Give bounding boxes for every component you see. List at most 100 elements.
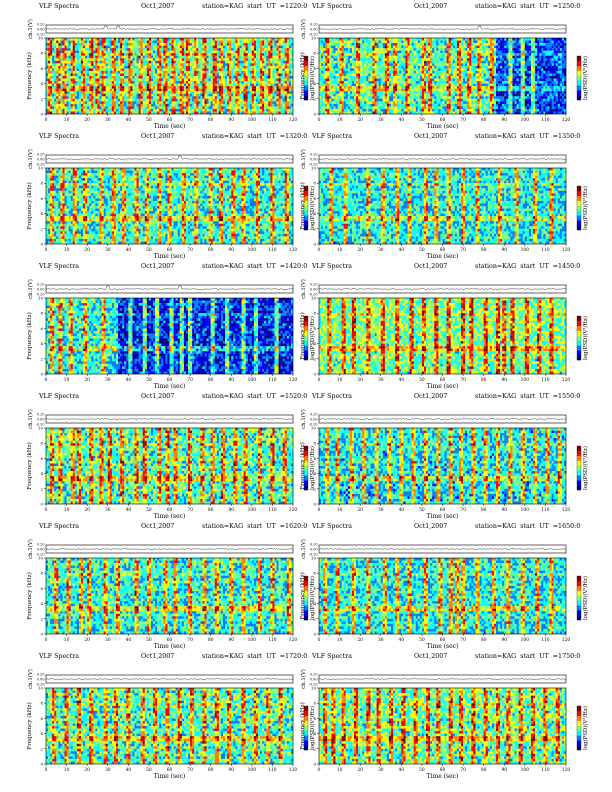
time-tick-label: 50 <box>419 118 425 123</box>
spectrogram-heatmap: 0 2 4 6 8 10 Frequency (kHz) 0 10 20 30 40 50 60 70 80 9… <box>299 686 570 781</box>
freq-tick-label: 4 <box>40 341 43 346</box>
time-tick-label: 40 <box>399 248 405 253</box>
freq-tick-label: 6 <box>313 586 316 591</box>
time-tick-label: 80 <box>481 638 487 643</box>
time-tick-label: 70 <box>187 378 193 383</box>
time-tick-label: 110 <box>268 378 277 383</box>
freq-tick-label: 6 <box>40 66 43 71</box>
time-tick-label: 50 <box>146 508 152 513</box>
spectrogram-heatmap: 0 2 4 6 8 10 Frequency (kHz) 0 10 20 30 40 50 60 70 80 9… <box>26 166 297 261</box>
ch1-trace <box>45 418 294 420</box>
time-tick-label: 50 <box>419 638 425 643</box>
freq-tick-label: 0 <box>40 502 43 507</box>
ch1-tick-label: 0.00 <box>310 158 318 162</box>
panel-station-start: station=KAG start UT =1520:0 <box>202 392 307 401</box>
time-axis-label: Time (sec) <box>154 253 186 260</box>
panel-title: VLF Spectra <box>39 2 79 11</box>
freq-tick-label: 4 <box>40 211 43 216</box>
time-tick-label: 0 <box>45 378 48 383</box>
frequency-axis-label: Frequency (kHz) <box>299 52 306 100</box>
ch1-axis-label: ch.1(V) <box>300 539 307 559</box>
freq-tick-label: 0 <box>313 372 316 377</box>
time-tick-label: 90 <box>228 638 234 643</box>
time-tick-label: 40 <box>399 118 405 123</box>
ch1-tick-label: -0.20 <box>36 683 45 687</box>
time-tick-label: 80 <box>208 248 214 253</box>
time-tick-label: 110 <box>268 248 277 253</box>
panel-date: Oct1,2007 <box>141 652 174 661</box>
ch1-axis-label: ch.1(V) <box>300 19 307 39</box>
panel-station-start: station=KAG start UT =1420:0 <box>202 262 307 271</box>
panel-title: VLF Spectra <box>39 262 79 271</box>
time-tick-label: 40 <box>126 378 132 383</box>
time-tick-label: 40 <box>126 248 132 253</box>
time-tick-label: 100 <box>248 638 257 643</box>
ch1-axis-label: ch.1(V) <box>27 539 34 559</box>
time-tick-label: 60 <box>167 118 173 123</box>
ch1-tick-label: 0.00 <box>310 418 318 422</box>
time-tick-label: 60 <box>167 248 173 253</box>
freq-tick-label: 6 <box>40 456 43 461</box>
time-axis-label: Time (sec) <box>154 123 186 130</box>
time-tick-label: 10 <box>64 118 70 123</box>
freq-tick-label: 8 <box>40 51 43 56</box>
ch1-tick-label: 0.20 <box>310 283 318 287</box>
time-tick-label: 0 <box>318 118 321 123</box>
freq-tick-label: 10 <box>38 166 44 171</box>
time-tick-label: 70 <box>187 768 193 773</box>
freq-tick-label: 6 <box>313 326 316 331</box>
time-tick-label: 30 <box>105 378 111 383</box>
freq-tick-label: 10 <box>38 556 44 561</box>
time-tick-label: 20 <box>357 768 363 773</box>
time-tick-label: 40 <box>126 118 132 123</box>
spectrogram-panel: VLF Spectra Oct1,2007 station=KAG start UT… <box>26 392 336 520</box>
time-tick-label: 80 <box>481 768 487 773</box>
freq-tick-label: 8 <box>313 311 316 316</box>
freq-tick-label: 8 <box>40 571 43 576</box>
time-tick-label: 50 <box>146 768 152 773</box>
time-tick-label: 50 <box>146 378 152 383</box>
spectrogram-panel: VLF Spectra Oct1,2007 station=KAG start UT… <box>26 652 336 780</box>
time-tick-label: 100 <box>521 768 530 773</box>
ch1-trace <box>45 155 294 160</box>
time-tick-label: 30 <box>105 118 111 123</box>
ch1-tick-label: -0.20 <box>309 683 318 687</box>
freq-tick-label: 4 <box>313 81 316 86</box>
time-tick-label: 10 <box>337 508 343 513</box>
time-tick-label: 0 <box>318 508 321 513</box>
freq-tick-label: 8 <box>313 181 316 186</box>
panel-station-start: station=KAG start UT =1750:0 <box>475 652 580 661</box>
ch1-tick-label: -0.20 <box>36 553 45 557</box>
time-tick-label: 0 <box>318 768 321 773</box>
colorbar: log(PSD)(V²/Hz) <box>303 445 316 491</box>
ch1-tick-label: -0.20 <box>36 163 45 167</box>
freq-tick-label: 6 <box>313 196 316 201</box>
time-axis-label: Time (sec) <box>427 513 459 520</box>
time-tick-label: 60 <box>440 768 446 773</box>
ch1-tick-label: -0.20 <box>309 293 318 297</box>
time-tick-label: 0 <box>45 248 48 253</box>
freq-tick-label: 6 <box>313 66 316 71</box>
time-tick-label: 20 <box>357 508 363 513</box>
time-tick-label: 50 <box>146 118 152 123</box>
time-tick-label: 60 <box>440 118 446 123</box>
freq-tick-label: 2 <box>313 486 316 491</box>
time-tick-label: 80 <box>208 118 214 123</box>
ch1-tick-label: 0.20 <box>310 673 318 677</box>
time-tick-label: 80 <box>208 638 214 643</box>
ch1-axis-label: ch.1(V) <box>300 279 307 299</box>
time-tick-label: 20 <box>84 378 90 383</box>
freq-tick-label: 10 <box>311 36 317 41</box>
ch1-tick-label: -0.20 <box>36 423 45 427</box>
freq-tick-label: 0 <box>313 762 316 767</box>
panel-title: VLF Spectra <box>39 132 79 141</box>
freq-tick-label: 8 <box>313 441 316 446</box>
time-tick-label: 10 <box>337 248 343 253</box>
time-tick-label: 30 <box>378 638 384 643</box>
